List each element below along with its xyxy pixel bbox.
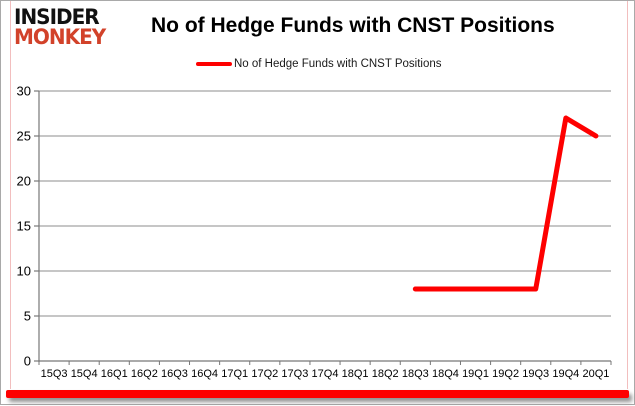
- y-tick-label: 15: [17, 219, 31, 234]
- y-tick-label: 10: [17, 264, 31, 279]
- y-tick-label: 30: [17, 84, 31, 99]
- logo-line-monkey: MONKEY: [14, 23, 106, 49]
- bottom-red-bar: [6, 390, 629, 398]
- y-tick-label: 0: [24, 354, 31, 369]
- insider-monkey-logo: INSIDER MONKEY: [14, 3, 106, 49]
- x-tick-label: 16Q1: [101, 368, 128, 380]
- data-line: [412, 115, 599, 292]
- chart-inner-frame: [10, 1, 628, 389]
- x-tick-label: 16Q3: [161, 368, 188, 380]
- legend-line-swatch: [196, 62, 232, 66]
- logo-line-insider: INSIDER: [14, 3, 100, 30]
- legend: No of Hedge Funds with CNST Positions: [196, 58, 442, 70]
- x-tick-label: 18Q3: [402, 368, 429, 380]
- axes: 0 5 10 15 20 25 30 15Q3 15Q4 16Q1 16Q2 16Q3 16Q4 17Q1…: [17, 84, 612, 380]
- y-tick-label: 5: [24, 309, 31, 324]
- x-tick-label: 17Q2: [251, 368, 278, 380]
- gridlines: [39, 90, 611, 317]
- chart-title: No of Hedge Funds with CNST Positions: [151, 14, 555, 37]
- legend-label: No of Hedge Funds with CNST Positions: [234, 58, 442, 70]
- x-tick-label: 18Q4: [432, 368, 459, 380]
- x-tick-label: 18Q2: [372, 368, 399, 380]
- x-tick-label: 16Q4: [191, 368, 218, 380]
- x-tick-label: 17Q1: [221, 368, 248, 380]
- y-tick-label: 25: [17, 129, 31, 144]
- x-tick-label: 19Q1: [462, 368, 489, 380]
- x-tick-label: 15Q3: [41, 368, 68, 380]
- x-tick-label: 20Q1: [582, 368, 609, 380]
- x-tick-label: 19Q4: [552, 368, 579, 380]
- x-tick-label: 15Q4: [71, 368, 98, 380]
- x-tick-label: 17Q3: [281, 368, 308, 380]
- x-tick-label: 17Q4: [312, 368, 339, 380]
- x-tick-label: 19Q2: [492, 368, 519, 380]
- x-tick-label: 18Q1: [342, 368, 369, 380]
- x-tick-label: 16Q2: [131, 368, 158, 380]
- y-tick-label: 20: [17, 174, 31, 189]
- x-tick-label: 19Q3: [522, 368, 549, 380]
